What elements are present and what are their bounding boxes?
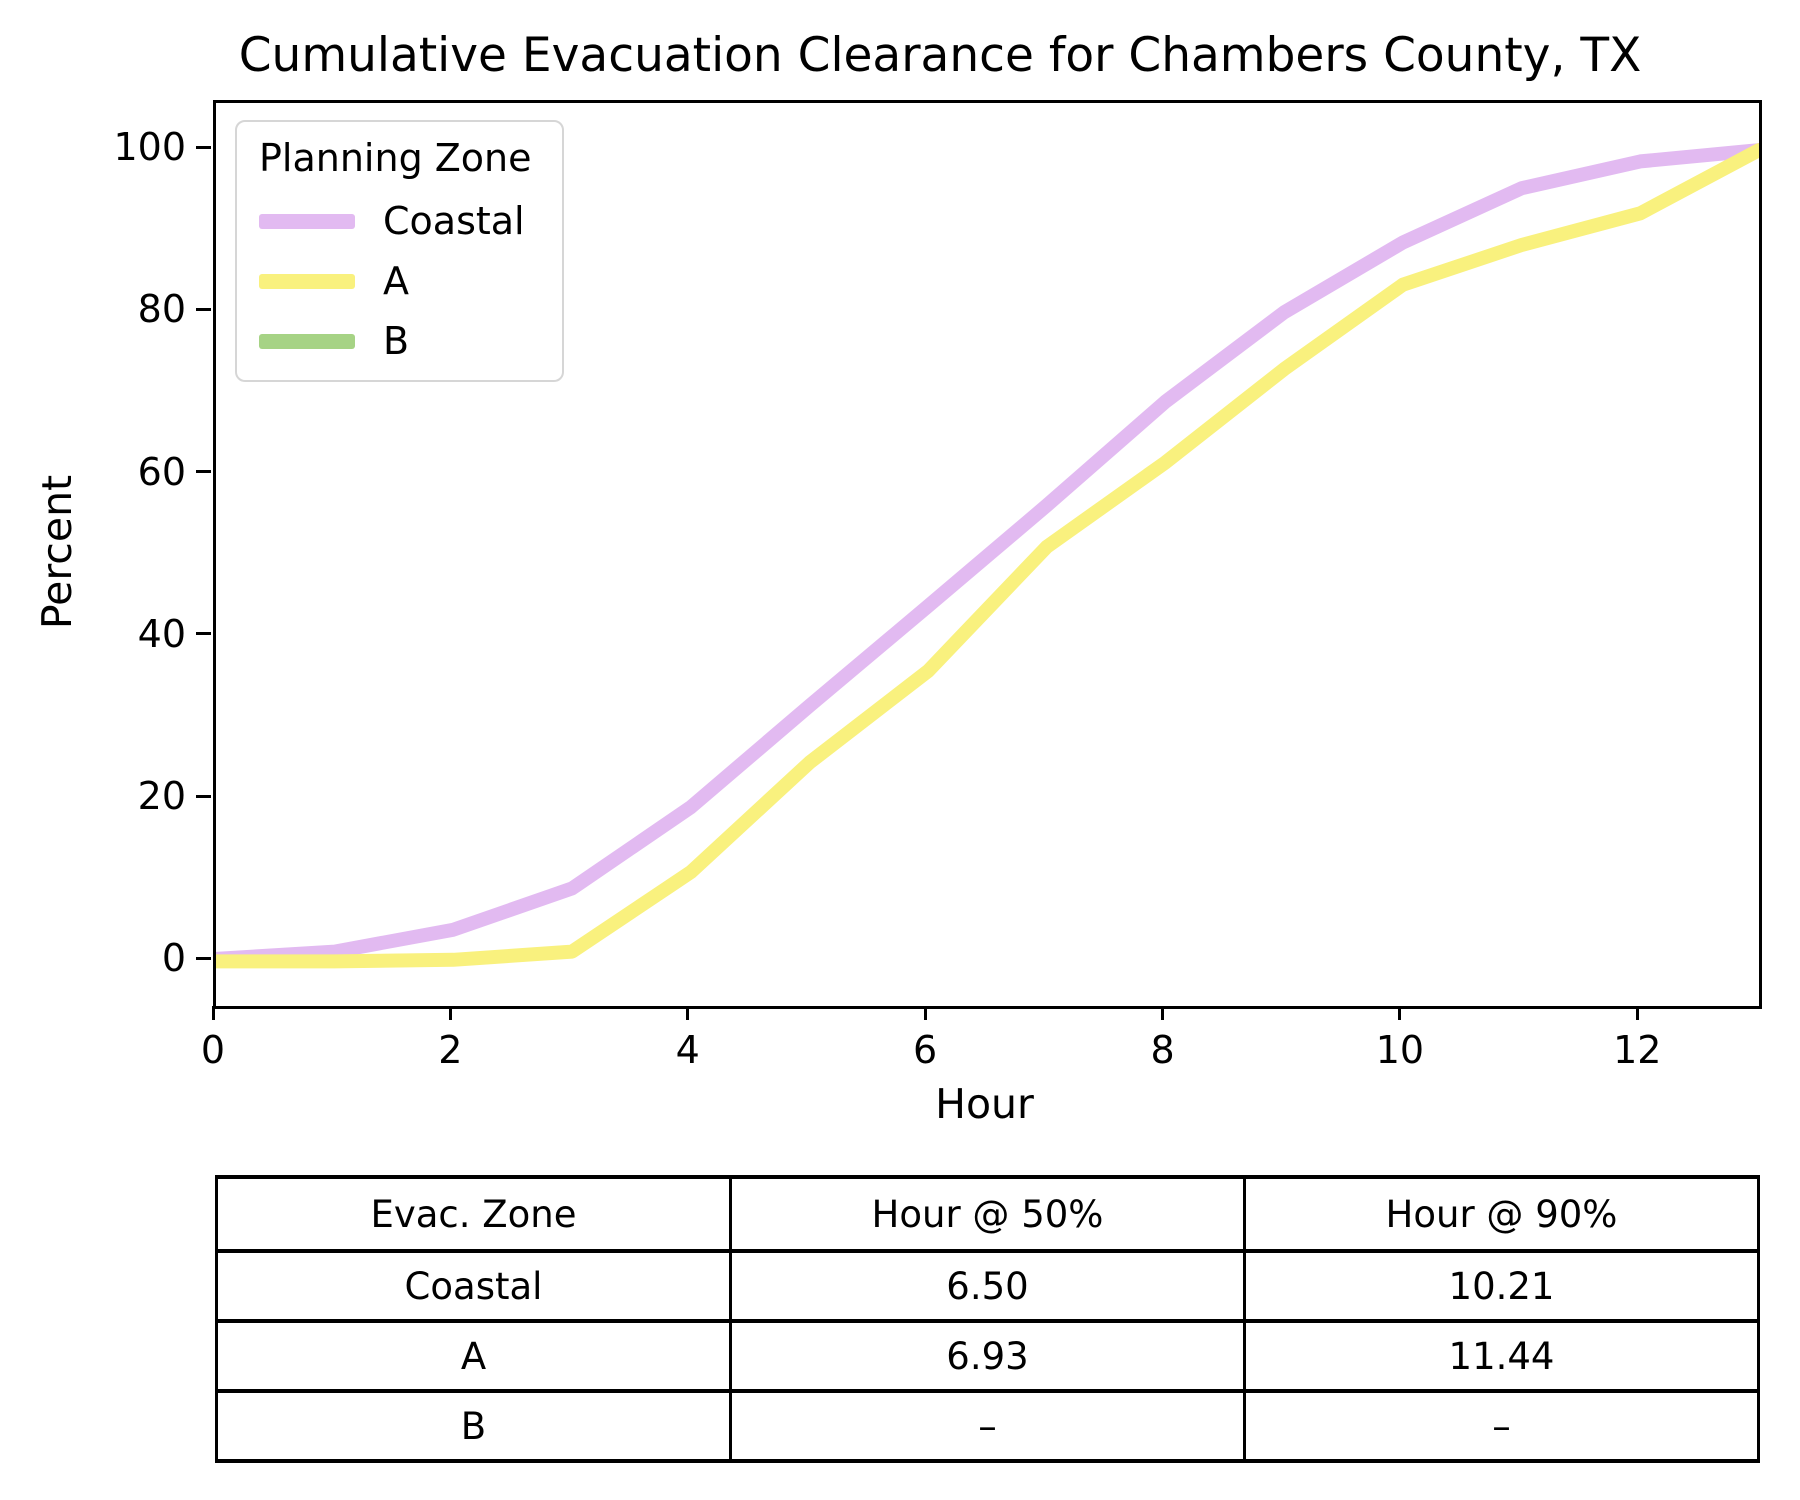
table-body: Coastal 6.50 10.21 A 6.93 11.44 B – –: [215, 1249, 1760, 1463]
table-row: Coastal 6.50 10.21: [215, 1249, 1760, 1323]
table-cell: 6.50: [729, 1249, 1246, 1323]
legend-entry-b: B: [259, 320, 532, 362]
line-series-layer: [216, 143, 1759, 969]
x-tick-label: 6: [913, 1028, 938, 1072]
y-tick-label: 60: [137, 449, 186, 494]
legend: Planning Zone Coastal A B: [235, 120, 564, 382]
table-row: B – –: [215, 1389, 1760, 1463]
x-tick-mark: [686, 1006, 690, 1020]
y-tick-label: 40: [137, 611, 186, 656]
series-line-a: [216, 143, 1759, 969]
table-header-cell: Evac. Zone: [215, 1175, 732, 1253]
y-tick-label: 20: [137, 774, 186, 819]
y-tick-label: 100: [113, 125, 186, 170]
x-tick-label: 4: [675, 1028, 700, 1072]
plot-area: Planning Zone Coastal A B: [213, 100, 1762, 1009]
y-tick-mark: [196, 794, 211, 798]
legend-label: Coastal: [383, 199, 525, 243]
x-axis-label: Hour: [935, 1080, 1034, 1128]
legend-entry-coastal: Coastal: [259, 200, 532, 242]
y-tick-label: 80: [137, 287, 186, 332]
table-cell: B: [215, 1389, 732, 1463]
table-cell: 6.93: [729, 1319, 1246, 1393]
x-tick-label: 8: [1150, 1028, 1175, 1072]
legend-entries: Coastal A B: [259, 200, 532, 362]
x-tick-mark: [1635, 1006, 1639, 1020]
x-tick-label: 12: [1613, 1028, 1662, 1072]
table-cell: –: [729, 1389, 1246, 1463]
x-tick-mark: [448, 1006, 452, 1020]
clearance-table-wrap: Evac. Zone Hour @ 50% Hour @ 90% Coastal 6.…: [215, 1175, 1760, 1463]
y-tick-mark: [196, 632, 211, 636]
table-cell: Coastal: [215, 1249, 732, 1323]
x-tick-label: 0: [200, 1028, 226, 1072]
chart-title: Cumulative Evacuation Clearance for Cham…: [238, 28, 1642, 83]
table-cell: –: [1243, 1389, 1760, 1463]
y-tick-mark: [196, 145, 211, 149]
y-tick-label: 0: [161, 936, 186, 981]
y-tick-mark: [196, 956, 211, 960]
x-tick-mark: [211, 1006, 215, 1020]
table-cell: 11.44: [1243, 1319, 1760, 1393]
table-header-cell: Hour @ 50%: [729, 1175, 1246, 1253]
table-cell: A: [215, 1319, 732, 1393]
table-header-row: Evac. Zone Hour @ 50% Hour @ 90%: [215, 1175, 1760, 1253]
clearance-table: Evac. Zone Hour @ 50% Hour @ 90% Coastal 6.…: [215, 1175, 1760, 1463]
legend-swatch-a: [259, 273, 355, 289]
legend-label: A: [383, 259, 409, 303]
legend-swatch-coastal: [259, 213, 355, 229]
y-axis-label: Percent: [33, 474, 81, 630]
y-tick-mark: [196, 470, 211, 474]
series-line-coastal: [216, 143, 1759, 966]
legend-label: B: [383, 319, 410, 363]
table-header-cell: Hour @ 90%: [1243, 1175, 1760, 1253]
legend-swatch-b: [259, 333, 355, 349]
table-cell: 10.21: [1243, 1249, 1760, 1323]
legend-title: Planning Zone: [259, 136, 532, 180]
y-tick-mark: [196, 307, 211, 311]
legend-entry-a: A: [259, 260, 532, 302]
x-tick-mark: [1161, 1006, 1165, 1020]
x-tick-label: 10: [1375, 1028, 1425, 1072]
x-tick-label: 2: [438, 1028, 463, 1072]
x-tick-mark: [923, 1006, 927, 1020]
table-row: A 6.93 11.44: [215, 1319, 1760, 1393]
x-tick-mark: [1398, 1006, 1402, 1020]
